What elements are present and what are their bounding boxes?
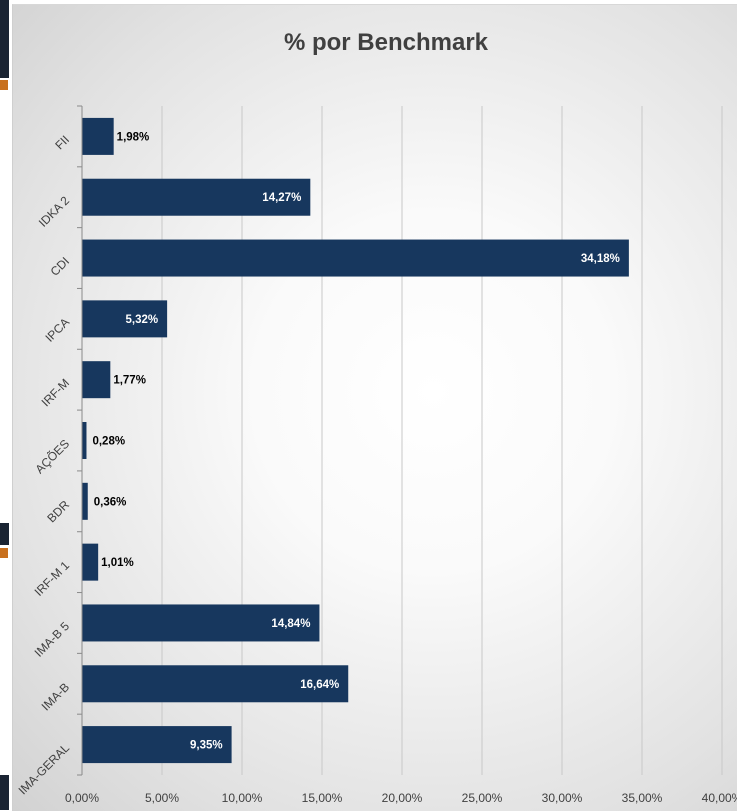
category-label: CDI: [48, 254, 73, 279]
category-label: IDKA 2: [36, 193, 73, 230]
data-label: 1,98%: [117, 131, 150, 143]
x-tick-label: 5,00%: [145, 791, 179, 805]
category-label: IRF-M: [39, 376, 72, 409]
bar: [82, 726, 232, 764]
bar: [82, 482, 88, 520]
x-tick-label: 15,00%: [302, 791, 343, 805]
data-label: 5,32%: [126, 314, 159, 326]
category-label: IPCA: [42, 315, 72, 345]
data-label: 34,18%: [581, 253, 620, 265]
bar: [82, 239, 629, 277]
chart-title: % por Benchmark: [284, 29, 489, 56]
bar: [82, 300, 168, 338]
bars: [82, 117, 629, 764]
bar: [82, 422, 87, 459]
bar-chart: % por Benchmark 0,00% 5,00% 10,00% 15,00% 20…: [16, 29, 737, 805]
left-edge-strip: [0, 0, 12, 810]
x-tick-label: 30,00%: [542, 791, 583, 805]
x-tick-label: 10,00%: [222, 791, 263, 805]
edge-block: [0, 0, 9, 78]
data-label: 0,36%: [94, 496, 127, 508]
data-label: 9,35%: [190, 740, 223, 752]
x-tick-label: 35,00%: [622, 791, 663, 805]
data-label: 1,01%: [101, 557, 134, 569]
x-tick-label: 0,00%: [65, 791, 99, 805]
x-tick-label: 40,00%: [702, 791, 737, 805]
category-label: AÇÕES: [32, 436, 72, 476]
data-label: 16,64%: [300, 679, 339, 691]
bar: [82, 361, 111, 399]
edge-marker: [0, 548, 8, 558]
data-label: 14,27%: [262, 192, 301, 204]
x-tick-label: 20,00%: [382, 791, 423, 805]
edge-block: [0, 775, 9, 810]
data-label: 0,28%: [92, 436, 125, 448]
gridlines: [161, 106, 723, 775]
chart-area: % por Benchmark 0,00% 5,00% 10,00% 15,00% 20…: [12, 4, 737, 811]
category-label: IRF-M 1: [32, 558, 73, 599]
bar: [82, 117, 114, 155]
x-tick-label: 25,00%: [462, 791, 503, 805]
category-label: IMA-B: [39, 680, 72, 713]
bar: [82, 665, 349, 703]
bar: [82, 178, 311, 216]
category-label: FII: [52, 133, 72, 153]
bar: [82, 604, 320, 642]
category-label: IMA-B 5: [32, 619, 73, 660]
data-label: 14,84%: [271, 618, 310, 630]
data-labels: 1,98% 14,27% 34,18% 5,32% 1,77% 0,28% 0,36% 1,0…: [92, 131, 619, 751]
edge-marker: [0, 80, 8, 90]
edge-block: [0, 523, 9, 545]
data-label: 1,77%: [113, 375, 146, 387]
bar: [82, 543, 99, 581]
category-label: IMA-GERAL: [16, 741, 73, 798]
category-label: BDR: [44, 497, 72, 525]
